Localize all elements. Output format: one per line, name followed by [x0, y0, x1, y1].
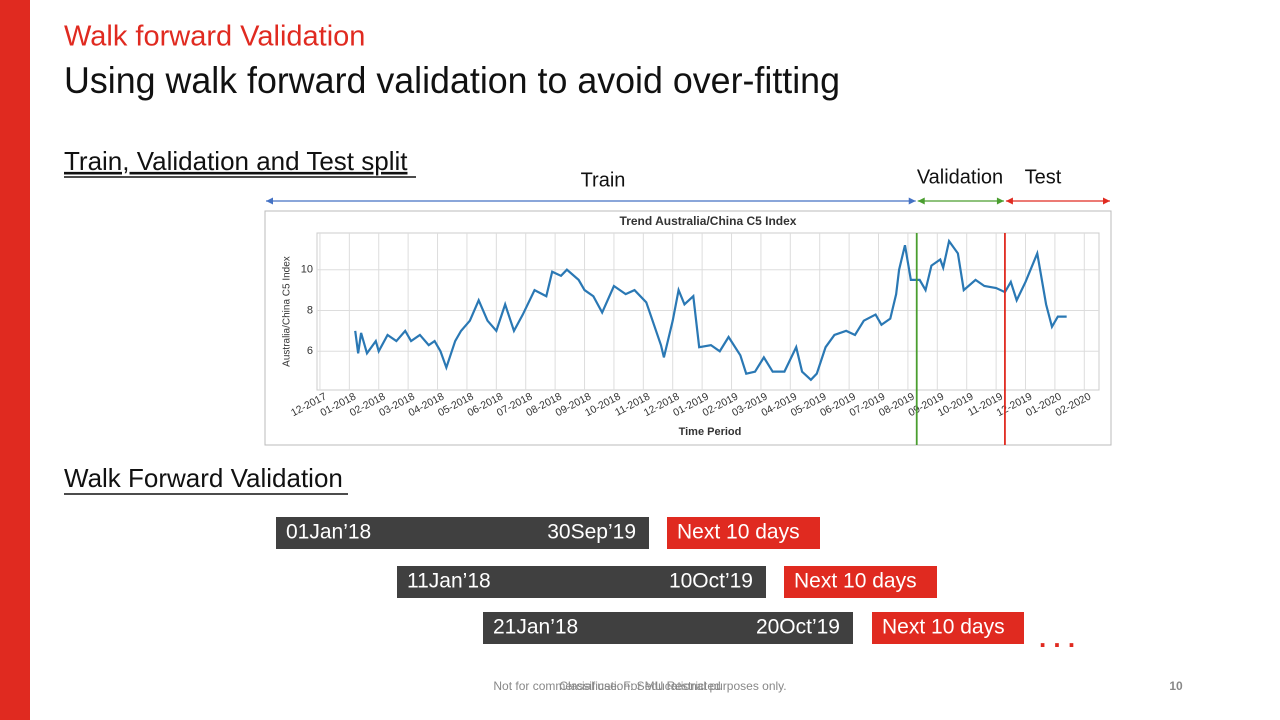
x-axis-label: Time Period: [679, 426, 742, 438]
window-start: 11Jan’18: [407, 570, 491, 593]
page-number: 10: [1169, 679, 1183, 693]
section-heading: Walk Forward Validation: [64, 463, 343, 493]
ellipsis: . . .: [1039, 623, 1075, 653]
y-tick-label: 6: [307, 345, 313, 357]
split-label: Validation: [917, 166, 1003, 188]
window-start: 21Jan’18: [493, 616, 578, 639]
window-end: 20Oct’19: [756, 616, 840, 639]
kicker: Walk forward Validation: [64, 21, 365, 53]
window-next: Next 10 days: [794, 570, 917, 593]
y-tick-label: 8: [307, 304, 313, 316]
chart-title: Trend Australia/China C5 Index: [620, 214, 797, 228]
window-row: 21Jan’18 20Oct’19 Next 10 days: [483, 612, 1024, 644]
section-heading: Train, Validation and Test split: [64, 146, 408, 176]
window-row: 11Jan’18 10Oct’19 Next 10 days: [397, 566, 937, 598]
test-window: [667, 517, 820, 549]
classification: Classification: SMU Restricted: [559, 679, 720, 693]
test-window: [784, 566, 937, 598]
window-next: Next 10 days: [882, 616, 1005, 639]
split-label: Train: [581, 169, 626, 191]
y-tick-label: 10: [301, 264, 313, 276]
test-window: [872, 612, 1024, 644]
y-axis-label: Australia/China C5 Index: [282, 256, 293, 367]
data-line: [354, 238, 1067, 382]
split-label: Test: [1025, 166, 1062, 188]
window-end: 10Oct’19: [669, 570, 753, 593]
window-row: 01Jan’18 30Sep’19 Next 10 days: [276, 517, 820, 549]
side-bar: [0, 0, 30, 720]
train-window: [276, 517, 649, 549]
title: Using walk forward validation to avoid o…: [64, 60, 840, 101]
train-window: [483, 612, 853, 644]
window-end: 30Sep’19: [547, 521, 636, 544]
window-start: 01Jan’18: [286, 521, 371, 544]
window-next: Next 10 days: [677, 521, 800, 544]
footer-note: Not for commercial use. For educational …: [493, 679, 786, 693]
plot-area: [316, 232, 1100, 391]
train-window: [397, 566, 766, 598]
